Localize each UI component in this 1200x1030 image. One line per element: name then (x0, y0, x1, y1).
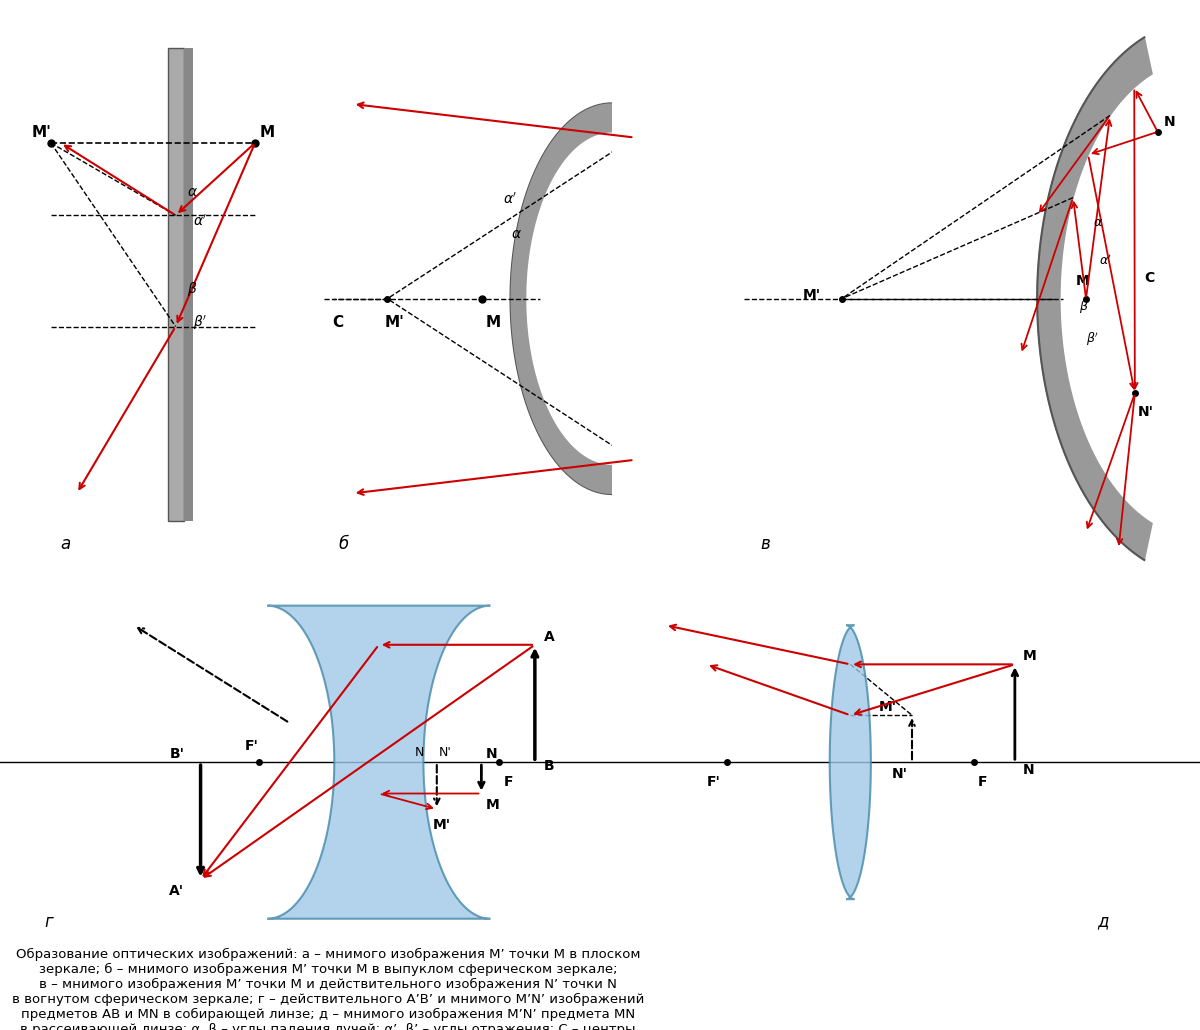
Text: F': F' (245, 740, 259, 754)
Text: M: M (1024, 650, 1037, 663)
Text: M: M (1076, 274, 1090, 287)
Text: M': M' (384, 314, 404, 330)
Polygon shape (1037, 37, 1152, 560)
Text: N': N' (439, 747, 452, 759)
Text: M': M' (880, 700, 898, 715)
Text: B': B' (169, 748, 185, 761)
Text: C: C (1145, 271, 1154, 285)
Text: M: M (260, 126, 275, 140)
Text: г: г (44, 913, 53, 930)
Text: A': A' (169, 885, 185, 898)
Text: $\beta'$: $\beta'$ (193, 313, 208, 332)
Text: б: б (338, 535, 349, 553)
Text: M': M' (31, 126, 52, 140)
Text: $\alpha$: $\alpha$ (187, 184, 198, 199)
Text: $\beta$: $\beta$ (1080, 298, 1090, 315)
FancyBboxPatch shape (184, 48, 193, 521)
Text: C: C (332, 314, 343, 330)
Text: N: N (1024, 763, 1034, 777)
Polygon shape (268, 606, 491, 919)
Text: M': M' (432, 818, 450, 832)
Text: B: B (544, 759, 554, 774)
Text: Образование оптических изображений: а – мнимого изображения M’ точки M в плоском: Образование оптических изображений: а – … (12, 948, 644, 1030)
Text: в: в (761, 535, 770, 553)
Text: $\alpha$: $\alpha$ (1092, 216, 1103, 230)
Text: M': M' (803, 287, 821, 302)
Text: F: F (504, 775, 514, 789)
Text: д: д (1097, 913, 1109, 930)
Polygon shape (829, 625, 871, 899)
Text: $\beta$: $\beta$ (187, 280, 197, 298)
Text: N: N (1164, 115, 1176, 130)
Text: M: M (485, 314, 500, 330)
Text: N': N' (1138, 405, 1154, 418)
Text: N: N (414, 747, 424, 759)
Text: $\alpha'$: $\alpha'$ (503, 192, 517, 207)
Text: F: F (978, 775, 988, 789)
Text: $\alpha'$: $\alpha'$ (1099, 253, 1112, 269)
Text: а: а (61, 535, 71, 553)
Text: $\alpha$: $\alpha$ (511, 227, 522, 241)
Text: N: N (486, 748, 498, 761)
Text: N': N' (892, 767, 907, 781)
Polygon shape (511, 104, 677, 493)
Text: F': F' (707, 775, 720, 789)
Text: M: M (486, 798, 499, 813)
Text: A: A (544, 630, 554, 644)
FancyBboxPatch shape (168, 48, 184, 521)
Text: $\beta'$: $\beta'$ (1086, 331, 1099, 348)
Text: $\alpha'$: $\alpha'$ (193, 214, 208, 230)
